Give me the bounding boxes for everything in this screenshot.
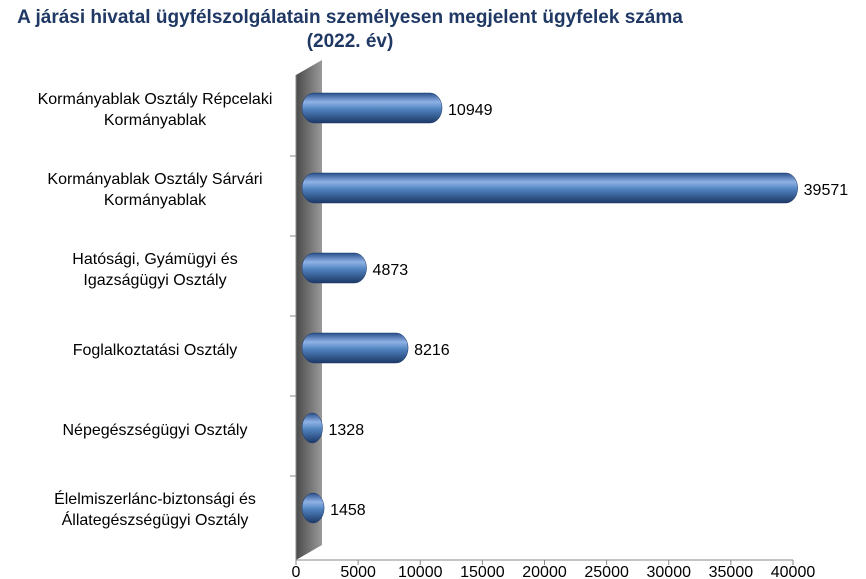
value-label: 8216 [414,342,450,359]
y-tick-label: Foglalkoztatási Osztály [72,341,238,359]
y-tick-label: Kormányablak Osztály Sárvári Kormányabla… [47,171,263,209]
chart-title: A járási hivatal ügyfélszolgálatain szem… [17,7,683,52]
x-tick-label: 20000 [522,564,567,579]
value-label: 1328 [329,422,365,439]
x-tick-label: 30000 [647,564,692,579]
value-label: 39571 [804,182,849,199]
value-label: 1458 [330,502,366,519]
bar [301,412,323,444]
axis-wall [296,60,322,560]
x-tick-label: 0 [292,564,301,579]
x-tick-label: 25000 [584,564,629,579]
y-tick-label: Kormányablak Osztály Répcelaki Kormányab… [37,91,273,129]
y-tick-label: Hatósági, Gyámügyi és Igazságügyi Osztál… [72,251,238,289]
bar [301,252,367,284]
x-tick-label: 10000 [398,564,443,579]
bar [301,492,325,524]
bar [301,332,409,364]
x-tick-label: 35000 [709,564,754,579]
bar [301,92,443,124]
value-label: 4873 [373,262,409,279]
x-tick-label: 15000 [460,564,505,579]
x-tick-label: 40000 [771,564,816,579]
y-tick-label: Népegészségügyi Osztály [62,421,248,439]
value-label: 10949 [448,102,493,119]
x-tick-label: 5000 [340,564,376,579]
y-tick-label: Élelmiszerlánc-biztonsági és Állategészs… [54,491,256,529]
bar [301,172,798,204]
